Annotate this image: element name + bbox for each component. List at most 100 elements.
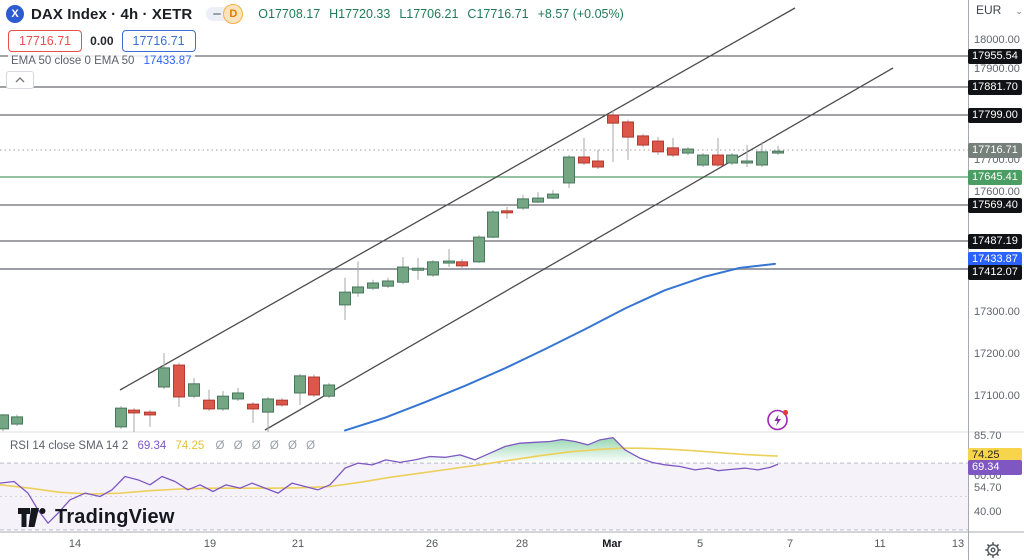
- trendline[interactable]: [264, 67, 894, 431]
- candle-body: [578, 156, 590, 164]
- price-tick: 17900.00: [974, 63, 1020, 75]
- candle-body: [397, 266, 409, 283]
- ema-legend-name: EMA 50 close 0 EMA 50: [11, 55, 135, 67]
- candle-body: [592, 160, 604, 168]
- candle-body: [173, 364, 185, 398]
- sell-price-button[interactable]: 17716.71: [8, 30, 83, 52]
- candle-body: [323, 384, 335, 397]
- rsi-line: [0, 437, 779, 524]
- candle-body: [0, 414, 9, 430]
- candle-body: [412, 267, 424, 271]
- rsi-legend-name: RSI 14 close SMA 14 2: [10, 440, 129, 452]
- candle-body: [637, 135, 649, 146]
- price-tick: 17300.00: [974, 306, 1020, 318]
- candle-body: [158, 367, 170, 388]
- collapse-legend-button[interactable]: [6, 71, 34, 89]
- candle-body: [352, 286, 364, 294]
- candle-body: [247, 403, 259, 410]
- price-label-chip: 17955.54: [968, 49, 1022, 64]
- price-tick: 17200.00: [974, 348, 1020, 360]
- candle-body: [697, 154, 709, 166]
- time-label: 28: [515, 538, 529, 550]
- candle-body: [232, 392, 244, 400]
- price-label-chip: 17412.07: [968, 265, 1022, 280]
- candle-body: [382, 280, 394, 287]
- candle-body: [128, 409, 140, 414]
- time-label: 11: [874, 538, 886, 550]
- price-label-chip: 17433.87: [968, 252, 1022, 267]
- candle-body: [188, 383, 200, 397]
- rsi-legend[interactable]: RSI 14 close SMA 14 2 69.34 74.25 Ø Ø Ø …: [8, 440, 321, 452]
- symbol-title[interactable]: DAX Index · 4h · XETR: [31, 5, 193, 23]
- rsi-tick: 40.00: [974, 506, 1002, 518]
- high-value: H17720.33: [329, 7, 391, 21]
- currency-dropdown[interactable]: EUR ⌄: [976, 3, 1023, 17]
- time-label: 19: [203, 538, 217, 550]
- rsi-value: 69.34: [137, 440, 167, 452]
- rsi-empty-slots: Ø Ø Ø Ø Ø Ø: [215, 440, 319, 452]
- spread-value: 0.00: [90, 34, 114, 48]
- price-label-chip: 17569.40: [968, 198, 1022, 213]
- currency-label: EUR: [976, 3, 1002, 17]
- time-label: 26: [425, 538, 439, 550]
- timezone-settings-button[interactable]: [984, 541, 1002, 559]
- price-axis-border: [968, 0, 969, 560]
- candle-body: [547, 193, 559, 199]
- rsi-tick: 85.70: [974, 430, 1002, 442]
- change-value: +8.57 (+0.05%): [537, 7, 624, 21]
- price-label-chip: 17799.00: [968, 108, 1022, 123]
- candle-body: [203, 399, 215, 410]
- time-label: 5: [696, 538, 704, 550]
- candle-body: [217, 395, 229, 410]
- ema-legend-value: 17433.87: [143, 55, 192, 67]
- lightning-icon: [767, 409, 789, 431]
- candle-body: [652, 140, 664, 153]
- tradingview-logo[interactable]: TradingView: [18, 506, 175, 529]
- candle-body: [501, 210, 513, 214]
- low-value: L17706.21: [399, 7, 459, 21]
- candle-body: [262, 398, 274, 413]
- tradingview-wordmark: TradingView: [55, 506, 175, 528]
- open-value: O17708.17: [258, 7, 321, 21]
- candle-body: [622, 121, 634, 138]
- resolution-toggle[interactable]: D: [206, 4, 244, 24]
- rsi-tick: 54.70: [974, 482, 1002, 494]
- ema-line[interactable]: [344, 262, 776, 432]
- tradingview-mark-icon: [18, 508, 46, 527]
- candle-body: [443, 260, 455, 264]
- candle-body: [427, 261, 439, 276]
- candle-body: [532, 197, 544, 203]
- candle-body: [473, 236, 485, 263]
- symbol-logo-icon: X: [6, 5, 24, 23]
- price-label-chip: 17487.19: [968, 234, 1022, 249]
- rsi-label-chip: 69.34: [968, 460, 1022, 475]
- price-tick: 17600.00: [974, 186, 1020, 198]
- candle-body: [607, 114, 619, 124]
- candle-body: [339, 291, 351, 306]
- candle-body: [367, 282, 379, 289]
- trade-buttons-row: 17716.71 0.00 17716.71: [8, 30, 196, 52]
- time-label: Mar: [602, 538, 622, 550]
- gear-icon: [985, 542, 1001, 558]
- ema-legend[interactable]: EMA 50 close 0 EMA 50 17433.87: [8, 55, 195, 67]
- price-tick: 18000.00: [974, 34, 1020, 46]
- candle-body: [682, 148, 694, 154]
- buy-price-button[interactable]: 17716.71: [121, 30, 196, 52]
- chevron-down-icon: ⌄: [1015, 6, 1023, 16]
- chart-legend-header: X DAX Index · 4h · XETR D O17708.17 H177…: [6, 4, 624, 24]
- candle-body: [144, 411, 156, 416]
- candle-body: [772, 150, 784, 154]
- time-label: 7: [786, 538, 794, 550]
- time-label: 13: [951, 538, 965, 550]
- trendline[interactable]: [119, 7, 796, 391]
- candle-body: [115, 407, 127, 428]
- candle-body: [294, 375, 306, 394]
- rsi-label-chip: 74.25: [968, 448, 1022, 463]
- candle-body: [308, 376, 320, 396]
- candle-body: [563, 156, 575, 184]
- price-tick: 17100.00: [974, 390, 1020, 402]
- price-label-chip: 17716.71: [968, 143, 1022, 158]
- flash-ideas-button[interactable]: [765, 406, 792, 433]
